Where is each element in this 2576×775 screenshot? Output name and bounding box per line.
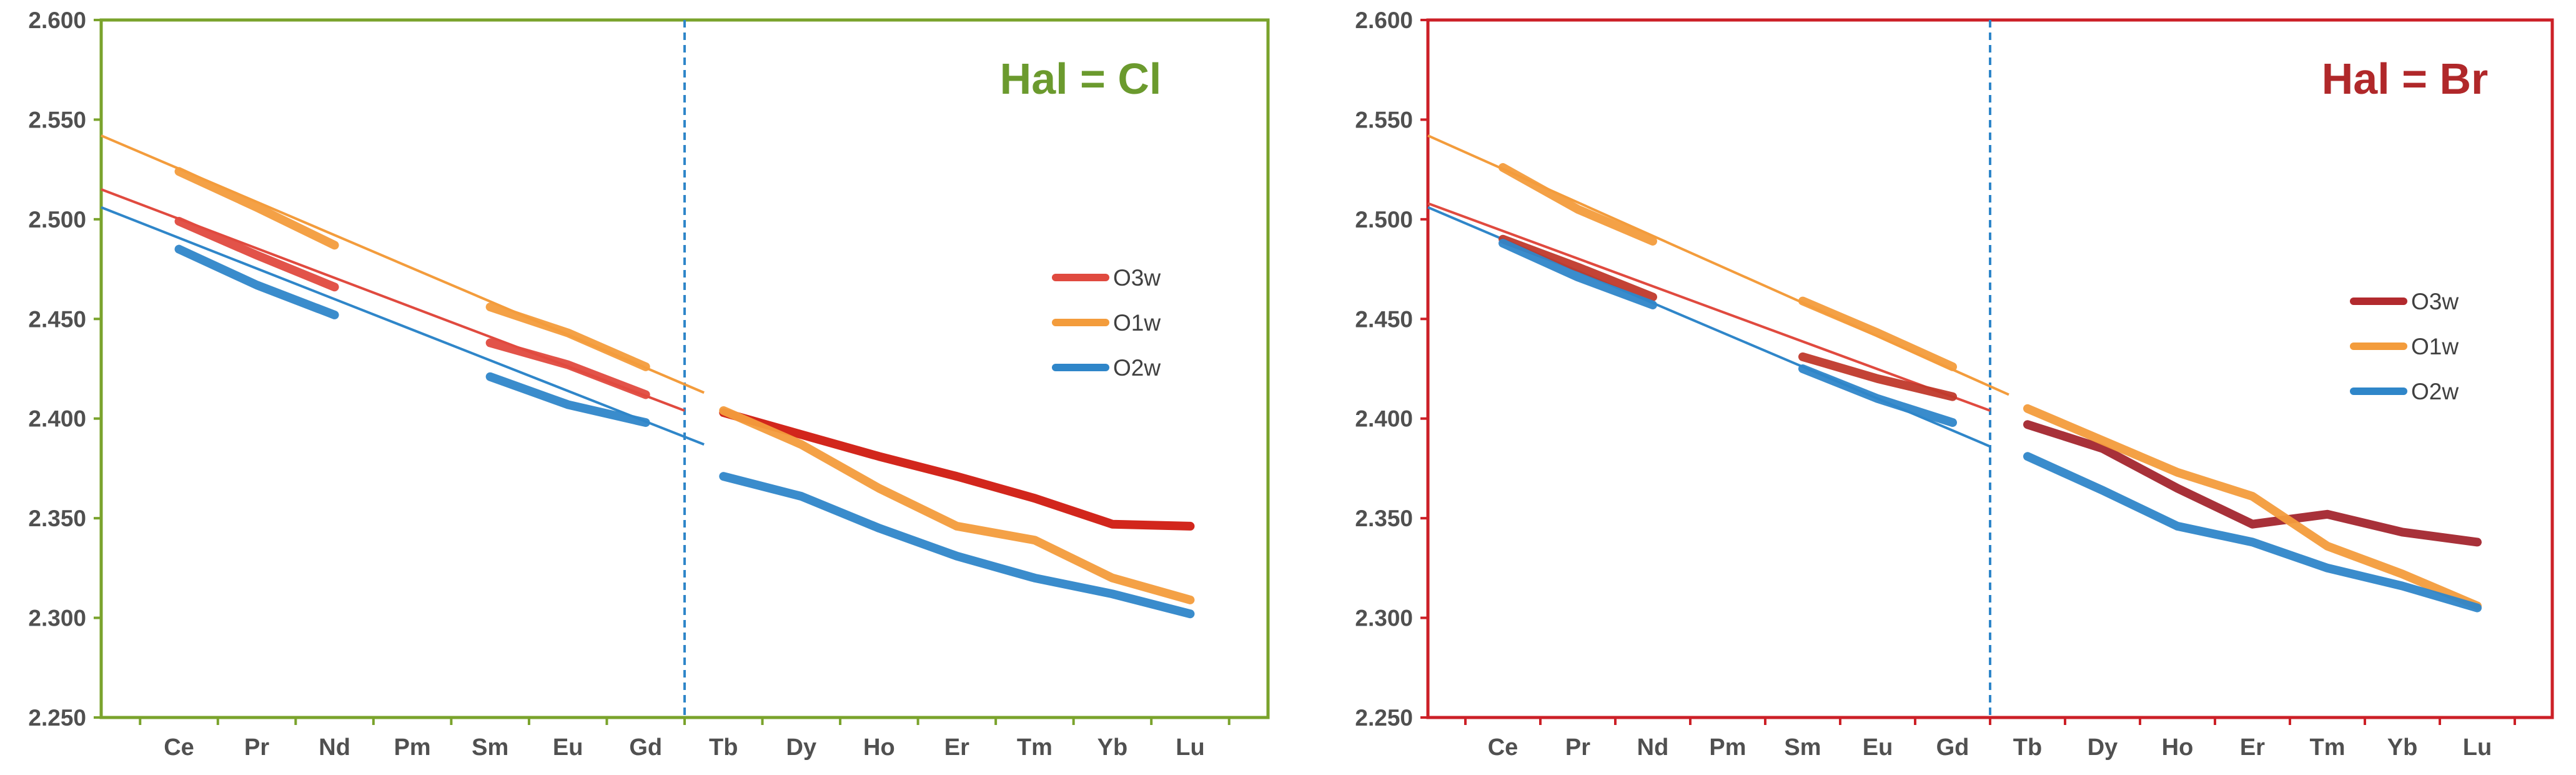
y-tick-label: 2.400 [28, 406, 86, 432]
y-tick-label: 2.350 [1355, 506, 1413, 531]
y-tick-label: 2.350 [28, 506, 86, 531]
x-tick-label: Yb [2387, 734, 2418, 761]
legend-label-o2w: O2w [2411, 379, 2459, 404]
series-o1w-line [2023, 404, 2482, 611]
y-tick-label: 2.400 [1355, 406, 1413, 432]
series-o1w-line [1499, 162, 1657, 246]
x-tick-label: Tb [709, 734, 738, 761]
x-tick-label: Sm [1784, 734, 1821, 761]
series-o1w-line [719, 406, 1195, 604]
legend: O3w O1w O2w [2350, 289, 2459, 404]
chart-hal-cl: 2.250 2.300 2.350 2.400 2.450 2.500 2.550 2.600… [28, 8, 1270, 761]
x-tick-label: Ho [2162, 734, 2194, 761]
series-o1w-line [485, 302, 650, 371]
series-o2w-line [1499, 239, 1657, 309]
legend-label-o2w: O2w [1113, 355, 1161, 381]
x-tick-label: Yb [1097, 734, 1128, 761]
series-o1w-line [1798, 296, 1957, 371]
x-tick-label: Dy [2088, 734, 2118, 761]
y-tick-label: 2.600 [1355, 8, 1413, 33]
y-tick-label: 2.550 [1355, 107, 1413, 132]
y-tick-label: 2.550 [28, 107, 86, 132]
legend: O3w O1w O2w [1052, 265, 1161, 381]
y-tick-label: 2.300 [1355, 606, 1413, 631]
chart-title: Hal = Cl [1000, 54, 1162, 103]
x-tick-label: Gd [1936, 734, 1969, 761]
x-tick-label: Gd [629, 734, 662, 761]
x-tick-label: Nd [319, 734, 350, 761]
legend-label-o1w: O1w [1113, 310, 1161, 336]
series-o3w-line [1499, 234, 1657, 302]
y-tick-label: 2.450 [28, 306, 86, 332]
x-tick-label: Pr [244, 734, 269, 761]
x-tick-label: Tm [2310, 734, 2346, 761]
y-tick-label: 2.600 [28, 8, 86, 33]
x-tick-label: Pm [394, 734, 431, 761]
legend-label-o3w: O3w [1113, 265, 1161, 291]
y-tick-label: 2.500 [1355, 207, 1413, 232]
x-tick-label: Ce [1488, 734, 1518, 761]
x-tick-label: Sm [472, 734, 508, 761]
y-tick-label: 2.450 [1355, 306, 1413, 332]
x-tick-label: Nd [1637, 734, 1669, 761]
chart-title: Hal = Br [2322, 54, 2489, 103]
x-tick-label: Lu [2463, 734, 2492, 761]
x-tick-label: Pm [1709, 734, 1746, 761]
y-tick-label: 2.500 [28, 207, 86, 232]
series-o2w-line [719, 472, 1195, 619]
x-tick-label: Er [944, 734, 969, 761]
x-tick-label: Pr [1565, 734, 1590, 761]
y-tick-label: 2.300 [28, 606, 86, 631]
x-tick-label: Tm [1017, 734, 1053, 761]
y-tick-label: 2.250 [1355, 705, 1413, 731]
o2w-fit-line [101, 206, 705, 446]
x-tick-label: Tb [2013, 734, 2042, 761]
legend-label-o3w: O3w [2411, 289, 2459, 314]
x-tick-label: Eu [1863, 734, 1893, 761]
x-tick-label: Ho [863, 734, 895, 761]
x-tick-label: Eu [553, 734, 583, 761]
chart-hal-br: 2.250 2.300 2.350 2.400 2.450 2.500 2.550 2.600… [1355, 8, 2554, 761]
y-tick-label: 2.250 [28, 705, 86, 731]
o3w-fit-line [1427, 202, 1991, 412]
x-tick-label: Er [2240, 734, 2265, 761]
x-tick-label: Ce [164, 734, 194, 761]
x-tick-label: Dy [786, 734, 817, 761]
series-o3w-line [719, 408, 1195, 531]
x-tick-label: Lu [1176, 734, 1204, 761]
legend-label-o1w: O1w [2411, 334, 2459, 359]
